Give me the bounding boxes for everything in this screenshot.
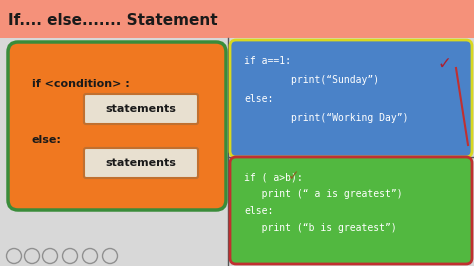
Text: ✓: ✓ [288,169,300,183]
Text: else:: else: [244,206,273,216]
Text: ✓: ✓ [437,55,451,73]
Text: else:: else: [244,94,273,104]
Text: print (“ a is greatest”): print (“ a is greatest”) [244,189,402,199]
FancyBboxPatch shape [230,40,472,157]
Text: print(“Working Day”): print(“Working Day”) [244,113,409,123]
Text: if ( a>b):: if ( a>b): [244,172,303,182]
Text: print (“b is greatest”): print (“b is greatest”) [244,223,397,233]
Text: if <condition> :: if <condition> : [32,79,130,89]
FancyBboxPatch shape [0,38,474,266]
FancyBboxPatch shape [8,42,226,210]
FancyBboxPatch shape [84,148,198,178]
Text: if a==1:: if a==1: [244,56,291,66]
FancyBboxPatch shape [0,0,474,38]
FancyBboxPatch shape [230,157,472,264]
Text: print(“Sunday”): print(“Sunday”) [244,75,379,85]
Text: statements: statements [106,104,176,114]
FancyBboxPatch shape [84,94,198,124]
Text: statements: statements [106,158,176,168]
Text: If.... else....... Statement: If.... else....... Statement [8,13,218,28]
Text: else:: else: [32,135,62,145]
